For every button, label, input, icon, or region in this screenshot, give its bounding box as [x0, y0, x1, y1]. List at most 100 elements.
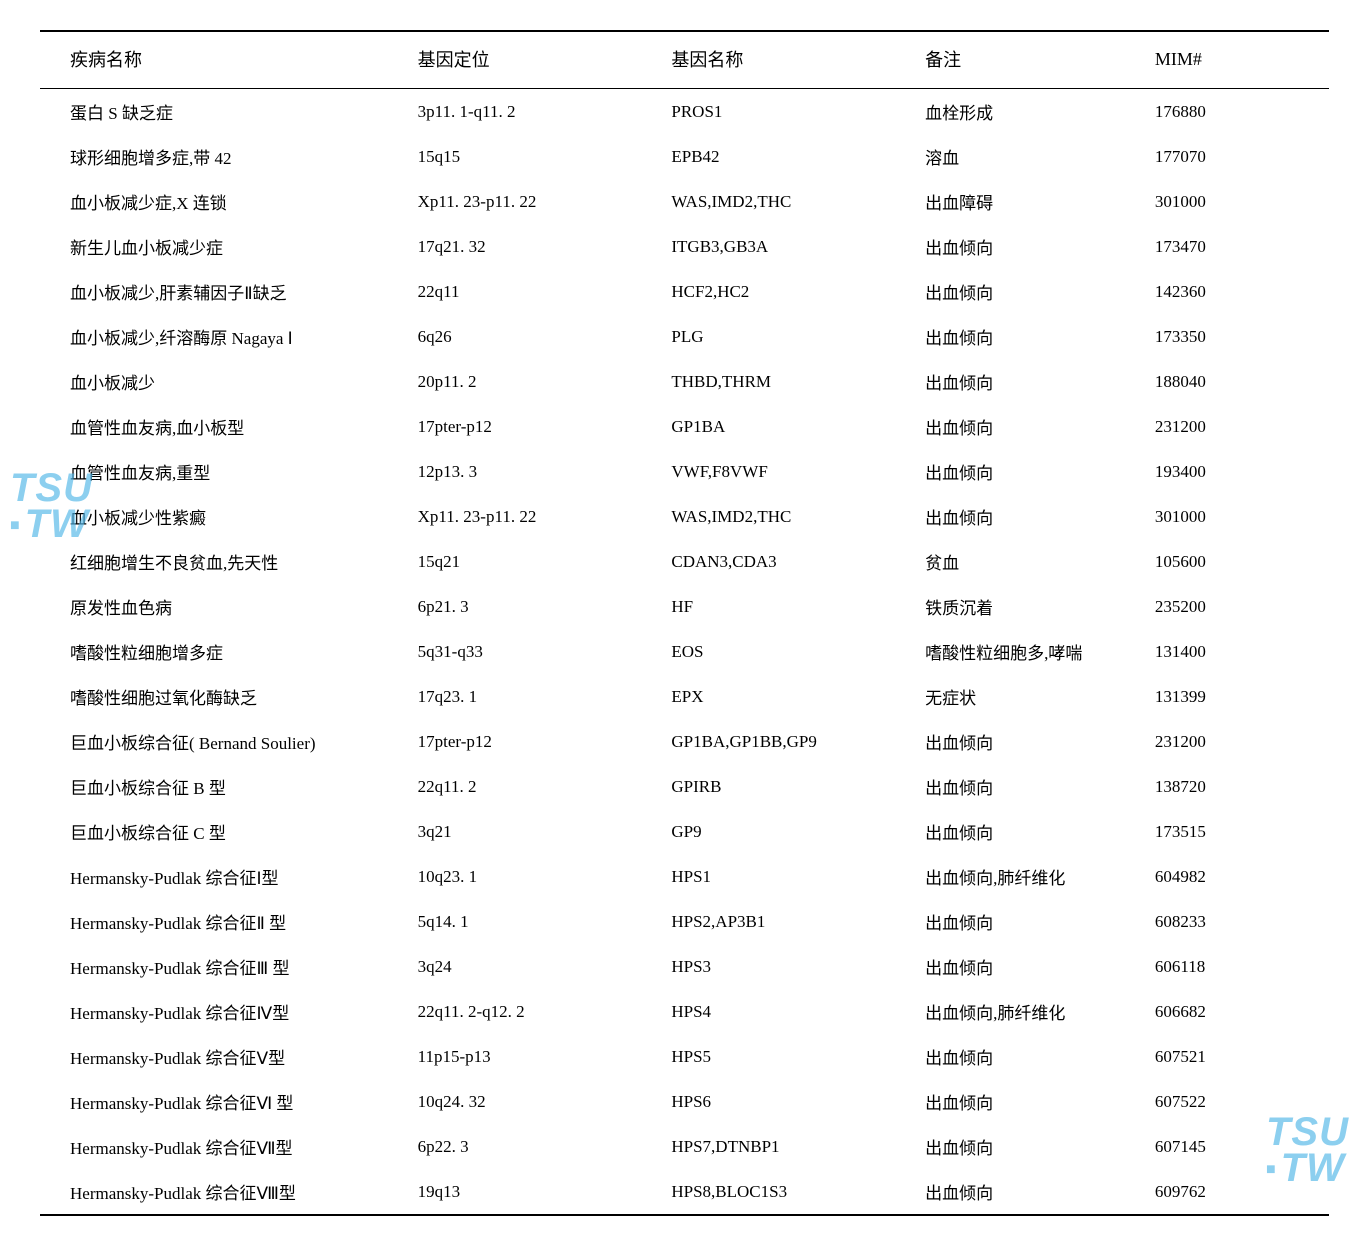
cell-locus: 3q24 — [410, 944, 664, 989]
cell-note: 嗜酸性粒细胞多,哮喘 — [917, 629, 1147, 674]
cell-disease: 嗜酸性细胞过氧化酶缺乏 — [40, 674, 410, 719]
table-row: Hermansky-Pudlak 综合征Ⅱ 型5q14. 1HPS2,AP3B1… — [40, 899, 1329, 944]
cell-disease: 血小板减少 — [40, 359, 410, 404]
table-row: 嗜酸性粒细胞增多症5q31-q33EOS嗜酸性粒细胞多,哮喘131400 — [40, 629, 1329, 674]
cell-mim: 609762 — [1147, 1169, 1329, 1215]
table-row: Hermansky-Pudlak 综合征Ⅲ 型3q24HPS3出血倾向60611… — [40, 944, 1329, 989]
cell-disease: Hermansky-Pudlak 综合征Ⅰ型 — [40, 854, 410, 899]
table-row: 巨血小板综合征( Bernand Soulier)17pter-p12GP1BA… — [40, 719, 1329, 764]
cell-gene: GPIRB — [663, 764, 917, 809]
table-row: 血小板减少性紫癜Xp11. 23-p11. 22WAS,IMD2,THC出血倾向… — [40, 494, 1329, 539]
cell-note: 出血障碍 — [917, 179, 1147, 224]
cell-note: 无症状 — [917, 674, 1147, 719]
cell-disease: 红细胞增生不良贫血,先天性 — [40, 539, 410, 584]
cell-gene: THBD,THRM — [663, 359, 917, 404]
cell-locus: 5q14. 1 — [410, 899, 664, 944]
cell-mim: 606682 — [1147, 989, 1329, 1034]
table-row: Hermansky-Pudlak 综合征Ⅵ 型10q24. 32HPS6出血倾向… — [40, 1079, 1329, 1124]
cell-disease: 血小板减少症,X 连锁 — [40, 179, 410, 224]
cell-locus: 6q26 — [410, 314, 664, 359]
table-row: 蛋白 S 缺乏症3p11. 1-q11. 2PROS1血栓形成176880 — [40, 89, 1329, 135]
cell-mim: 173515 — [1147, 809, 1329, 854]
cell-locus: 17q23. 1 — [410, 674, 664, 719]
table-row: Hermansky-Pudlak 综合征Ⅴ型11p15-p13HPS5出血倾向6… — [40, 1034, 1329, 1079]
cell-mim: 231200 — [1147, 404, 1329, 449]
cell-gene: EPX — [663, 674, 917, 719]
cell-mim: 301000 — [1147, 179, 1329, 224]
cell-disease: 球形细胞增多症,带 42 — [40, 134, 410, 179]
cell-note: 出血倾向 — [917, 404, 1147, 449]
cell-gene: PROS1 — [663, 89, 917, 135]
table-row: 血管性血友病,血小板型17pter-p12GP1BA出血倾向231200 — [40, 404, 1329, 449]
cell-locus: 15q15 — [410, 134, 664, 179]
cell-gene: EPB42 — [663, 134, 917, 179]
cell-gene: WAS,IMD2,THC — [663, 179, 917, 224]
cell-note: 出血倾向,肺纤维化 — [917, 989, 1147, 1034]
cell-disease: 血小板减少性紫癜 — [40, 494, 410, 539]
cell-gene: EOS — [663, 629, 917, 674]
cell-locus: 22q11. 2 — [410, 764, 664, 809]
cell-locus: 15q21 — [410, 539, 664, 584]
cell-gene: GP1BA,GP1BB,GP9 — [663, 719, 917, 764]
cell-mim: 105600 — [1147, 539, 1329, 584]
cell-mim: 173470 — [1147, 224, 1329, 269]
cell-gene: ITGB3,GB3A — [663, 224, 917, 269]
table-row: Hermansky-Pudlak 综合征Ⅳ型22q11. 2-q12. 2HPS… — [40, 989, 1329, 1034]
cell-locus: Xp11. 23-p11. 22 — [410, 179, 664, 224]
cell-note: 铁质沉着 — [917, 584, 1147, 629]
table-row: 血小板减少,肝素辅因子Ⅱ缺乏22q11HCF2,HC2出血倾向142360 — [40, 269, 1329, 314]
cell-mim: 177070 — [1147, 134, 1329, 179]
cell-locus: 22q11 — [410, 269, 664, 314]
cell-mim: 607521 — [1147, 1034, 1329, 1079]
cell-note: 出血倾向,肺纤维化 — [917, 854, 1147, 899]
cell-gene: HPS6 — [663, 1079, 917, 1124]
table-body: 蛋白 S 缺乏症3p11. 1-q11. 2PROS1血栓形成176880球形细… — [40, 89, 1329, 1216]
cell-gene: HPS5 — [663, 1034, 917, 1079]
col-mim: MIM# — [1147, 31, 1329, 89]
cell-note: 出血倾向 — [917, 944, 1147, 989]
cell-mim: 606118 — [1147, 944, 1329, 989]
cell-note: 出血倾向 — [917, 269, 1147, 314]
cell-mim: 193400 — [1147, 449, 1329, 494]
cell-disease: 血管性血友病,重型 — [40, 449, 410, 494]
cell-mim: 131400 — [1147, 629, 1329, 674]
cell-gene: WAS,IMD2,THC — [663, 494, 917, 539]
cell-disease: 嗜酸性粒细胞增多症 — [40, 629, 410, 674]
disease-gene-table: 疾病名称 基因定位 基因名称 备注 MIM# 蛋白 S 缺乏症3p11. 1-q… — [40, 30, 1329, 1216]
cell-locus: 3q21 — [410, 809, 664, 854]
table-row: Hermansky-Pudlak 综合征Ⅶ型6p22. 3HPS7,DTNBP1… — [40, 1124, 1329, 1169]
table-row: 巨血小板综合征 B 型22q11. 2GPIRB出血倾向138720 — [40, 764, 1329, 809]
cell-note: 血栓形成 — [917, 89, 1147, 135]
cell-disease: Hermansky-Pudlak 综合征Ⅳ型 — [40, 989, 410, 1034]
cell-disease: Hermansky-Pudlak 综合征Ⅱ 型 — [40, 899, 410, 944]
cell-locus: Xp11. 23-p11. 22 — [410, 494, 664, 539]
cell-mim: 608233 — [1147, 899, 1329, 944]
table-row: 血小板减少症,X 连锁Xp11. 23-p11. 22WAS,IMD2,THC出… — [40, 179, 1329, 224]
cell-mim: 607522 — [1147, 1079, 1329, 1124]
cell-locus: 6p22. 3 — [410, 1124, 664, 1169]
table-row: 球形细胞增多症,带 4215q15EPB42溶血177070 — [40, 134, 1329, 179]
cell-note: 出血倾向 — [917, 494, 1147, 539]
table-row: 血小板减少,纤溶酶原 Nagaya Ⅰ6q26PLG出血倾向173350 — [40, 314, 1329, 359]
cell-mim: 131399 — [1147, 674, 1329, 719]
cell-note: 贫血 — [917, 539, 1147, 584]
cell-mim: 138720 — [1147, 764, 1329, 809]
cell-disease: 血小板减少,纤溶酶原 Nagaya Ⅰ — [40, 314, 410, 359]
cell-gene: HPS2,AP3B1 — [663, 899, 917, 944]
cell-note: 出血倾向 — [917, 899, 1147, 944]
cell-note: 出血倾向 — [917, 719, 1147, 764]
table-row: Hermansky-Pudlak 综合征Ⅷ型19q13HPS8,BLOC1S3出… — [40, 1169, 1329, 1215]
table-row: 新生儿血小板减少症17q21. 32ITGB3,GB3A出血倾向173470 — [40, 224, 1329, 269]
cell-disease: 血小板减少,肝素辅因子Ⅱ缺乏 — [40, 269, 410, 314]
cell-disease: Hermansky-Pudlak 综合征Ⅵ 型 — [40, 1079, 410, 1124]
cell-note: 出血倾向 — [917, 809, 1147, 854]
cell-note: 出血倾向 — [917, 1034, 1147, 1079]
cell-disease: 新生儿血小板减少症 — [40, 224, 410, 269]
table-row: 血小板减少20p11. 2THBD,THRM出血倾向188040 — [40, 359, 1329, 404]
cell-locus: 19q13 — [410, 1169, 664, 1215]
cell-mim: 188040 — [1147, 359, 1329, 404]
cell-note: 出血倾向 — [917, 359, 1147, 404]
cell-locus: 17pter-p12 — [410, 719, 664, 764]
col-locus: 基因定位 — [410, 31, 664, 89]
cell-locus: 10q23. 1 — [410, 854, 664, 899]
